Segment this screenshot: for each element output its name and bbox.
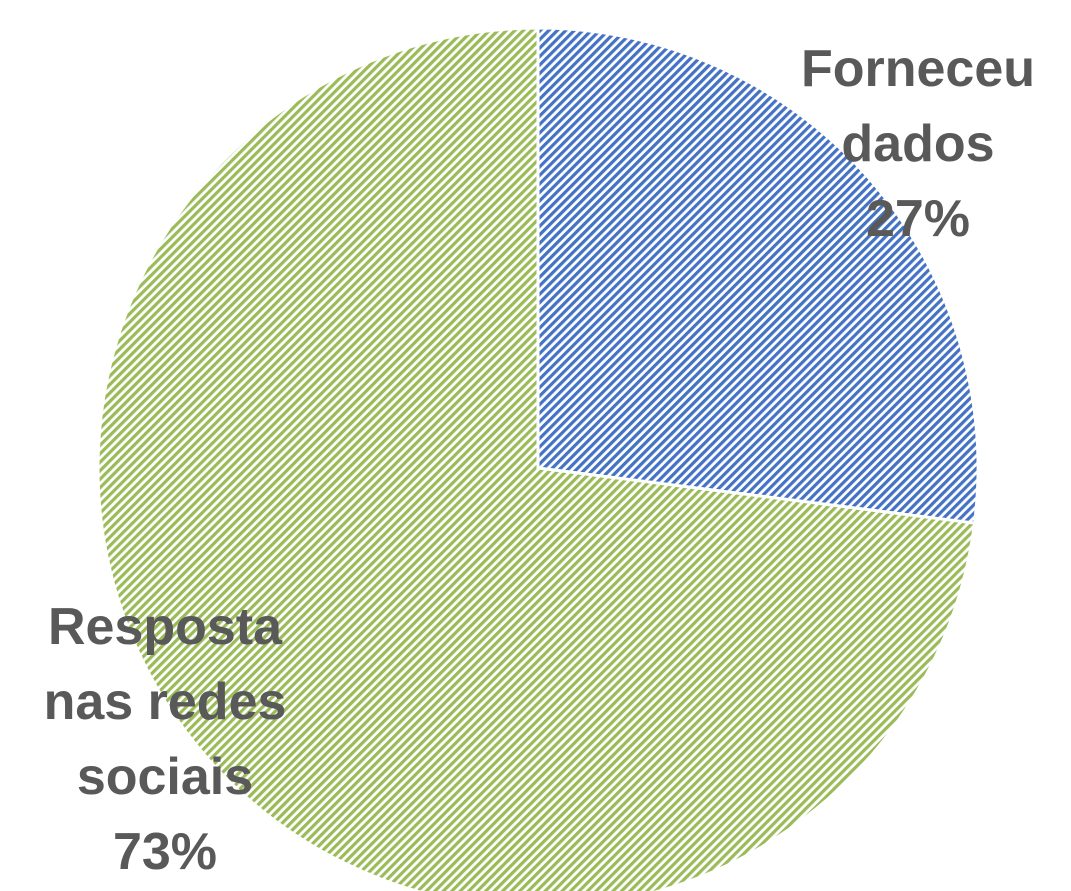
category-label: Forneceu dados (800, 40, 1036, 173)
category-label: Resposta nas redes sociais (43, 598, 287, 806)
slice-label: Forneceu dados 27% (768, 32, 1068, 257)
slice-label: Resposta nas redes sociais 73% (5, 590, 325, 890)
value-label: 73% (112, 823, 218, 881)
value-label: 27% (865, 190, 971, 248)
pie-slice (536, 26, 980, 525)
pie-slice (96, 26, 977, 891)
